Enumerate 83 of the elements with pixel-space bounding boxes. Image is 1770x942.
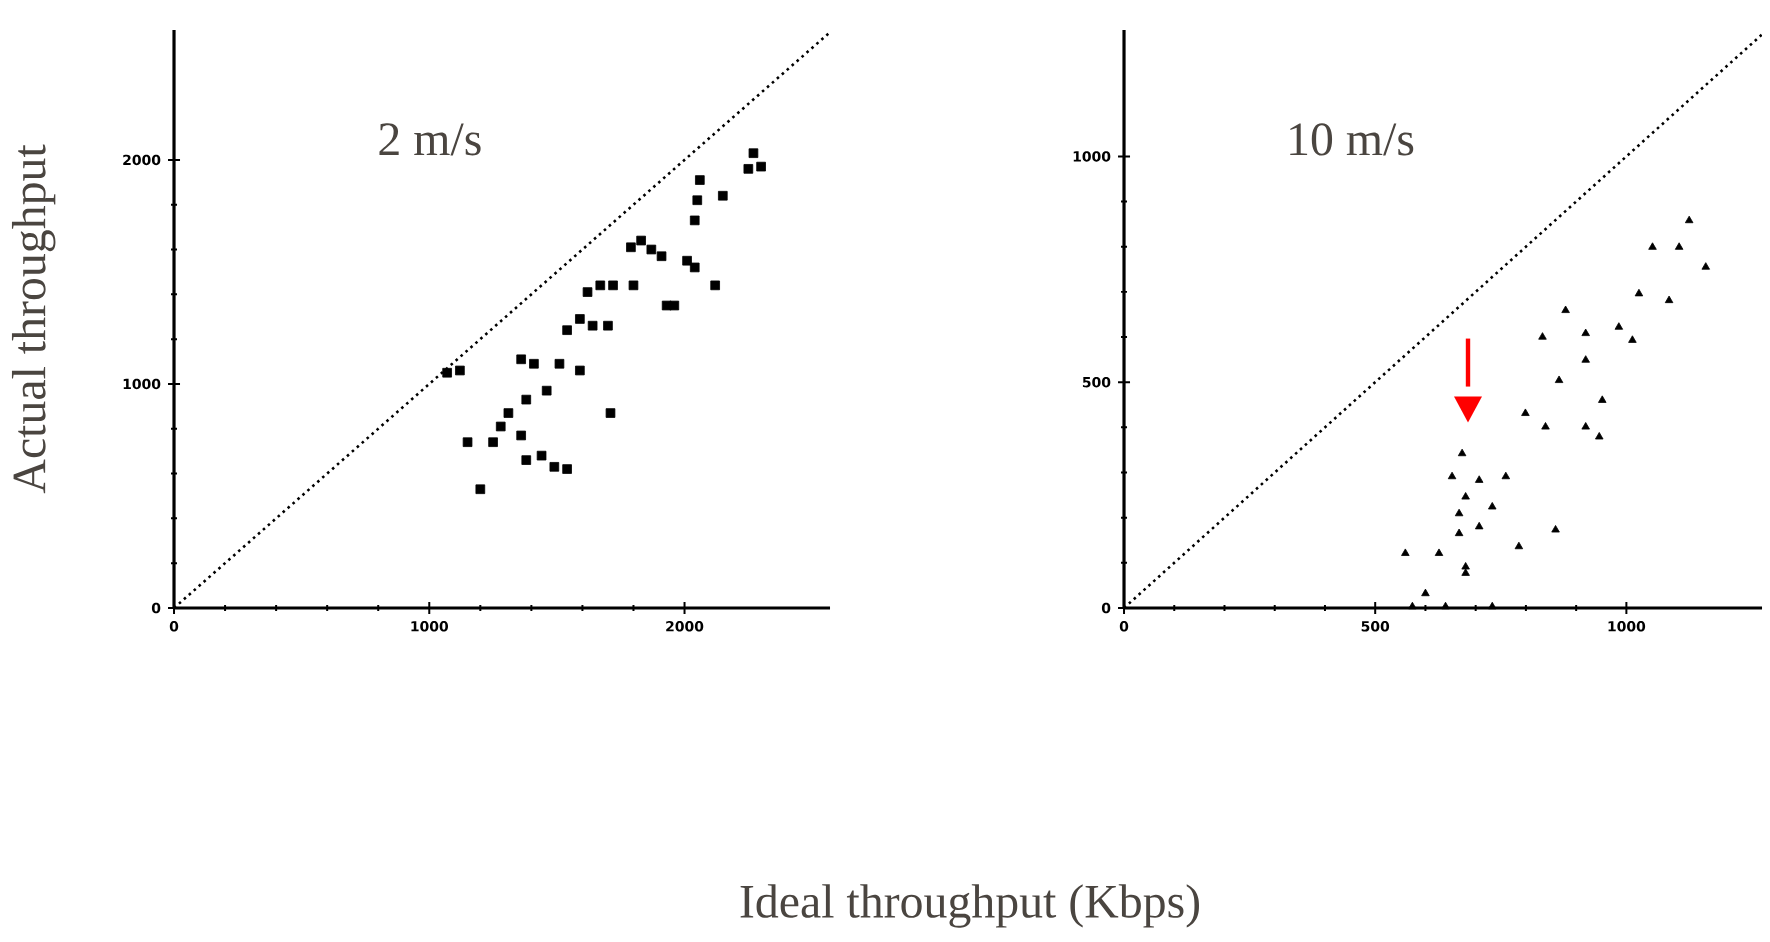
point xyxy=(442,367,452,378)
point xyxy=(1421,588,1430,597)
point xyxy=(1598,395,1607,403)
point xyxy=(1628,335,1637,343)
point xyxy=(689,215,700,226)
point xyxy=(1454,528,1464,537)
point xyxy=(1434,548,1444,556)
point xyxy=(1461,562,1470,570)
point xyxy=(1648,242,1657,250)
point xyxy=(692,195,703,206)
point xyxy=(536,450,547,461)
point xyxy=(462,437,473,447)
point xyxy=(1581,355,1590,363)
point xyxy=(748,148,759,158)
point xyxy=(1461,568,1470,576)
point xyxy=(516,430,526,441)
point xyxy=(661,300,672,311)
point xyxy=(646,244,657,255)
point xyxy=(541,385,552,396)
y-axis-title: Actual throughput xyxy=(11,144,56,494)
point xyxy=(455,365,465,376)
point xyxy=(628,280,639,291)
point xyxy=(549,462,560,472)
point xyxy=(1454,508,1464,517)
point xyxy=(1554,375,1564,383)
point xyxy=(582,287,593,297)
point xyxy=(1488,601,1497,610)
point xyxy=(1541,422,1550,430)
point xyxy=(495,421,506,432)
point xyxy=(1664,295,1674,304)
point xyxy=(1514,541,1524,550)
point xyxy=(682,255,692,266)
point xyxy=(595,280,606,291)
point xyxy=(1461,492,1470,500)
point xyxy=(603,320,613,331)
point xyxy=(1701,262,1710,270)
point xyxy=(656,251,667,262)
point xyxy=(636,235,646,246)
point xyxy=(743,164,754,174)
point xyxy=(689,262,700,273)
point xyxy=(1684,215,1694,224)
point xyxy=(488,437,498,447)
point xyxy=(1551,525,1560,533)
text: 2 m/s xyxy=(379,123,481,156)
point xyxy=(1447,471,1457,480)
point xyxy=(718,190,728,201)
point xyxy=(1674,242,1684,250)
point xyxy=(1595,432,1604,440)
point xyxy=(608,280,618,291)
point xyxy=(554,358,565,369)
point xyxy=(605,408,616,418)
point xyxy=(756,161,766,172)
point xyxy=(521,455,532,465)
point xyxy=(503,408,514,418)
point xyxy=(1561,305,1570,313)
point xyxy=(1457,448,1467,457)
point xyxy=(1474,475,1484,483)
point xyxy=(575,314,585,324)
point xyxy=(1521,408,1530,416)
point xyxy=(1581,422,1590,430)
point xyxy=(1474,521,1484,530)
point xyxy=(1488,502,1497,510)
point xyxy=(695,175,705,185)
point xyxy=(475,484,486,495)
point xyxy=(1501,471,1511,480)
point xyxy=(1401,548,1410,556)
x-axis-title: Ideal throughput (Kbps) xyxy=(740,884,1199,928)
point xyxy=(1581,328,1590,337)
point xyxy=(516,354,526,365)
point xyxy=(710,280,720,291)
point xyxy=(1441,601,1450,610)
point xyxy=(529,358,539,369)
point xyxy=(1538,332,1547,340)
point xyxy=(521,394,532,405)
point xyxy=(1614,322,1624,330)
point xyxy=(587,320,598,331)
point xyxy=(1634,288,1644,297)
point xyxy=(626,242,636,253)
point xyxy=(1408,601,1417,610)
point xyxy=(575,365,585,376)
text: 10 m/s xyxy=(1290,123,1414,156)
point xyxy=(562,464,572,474)
point xyxy=(562,325,572,335)
